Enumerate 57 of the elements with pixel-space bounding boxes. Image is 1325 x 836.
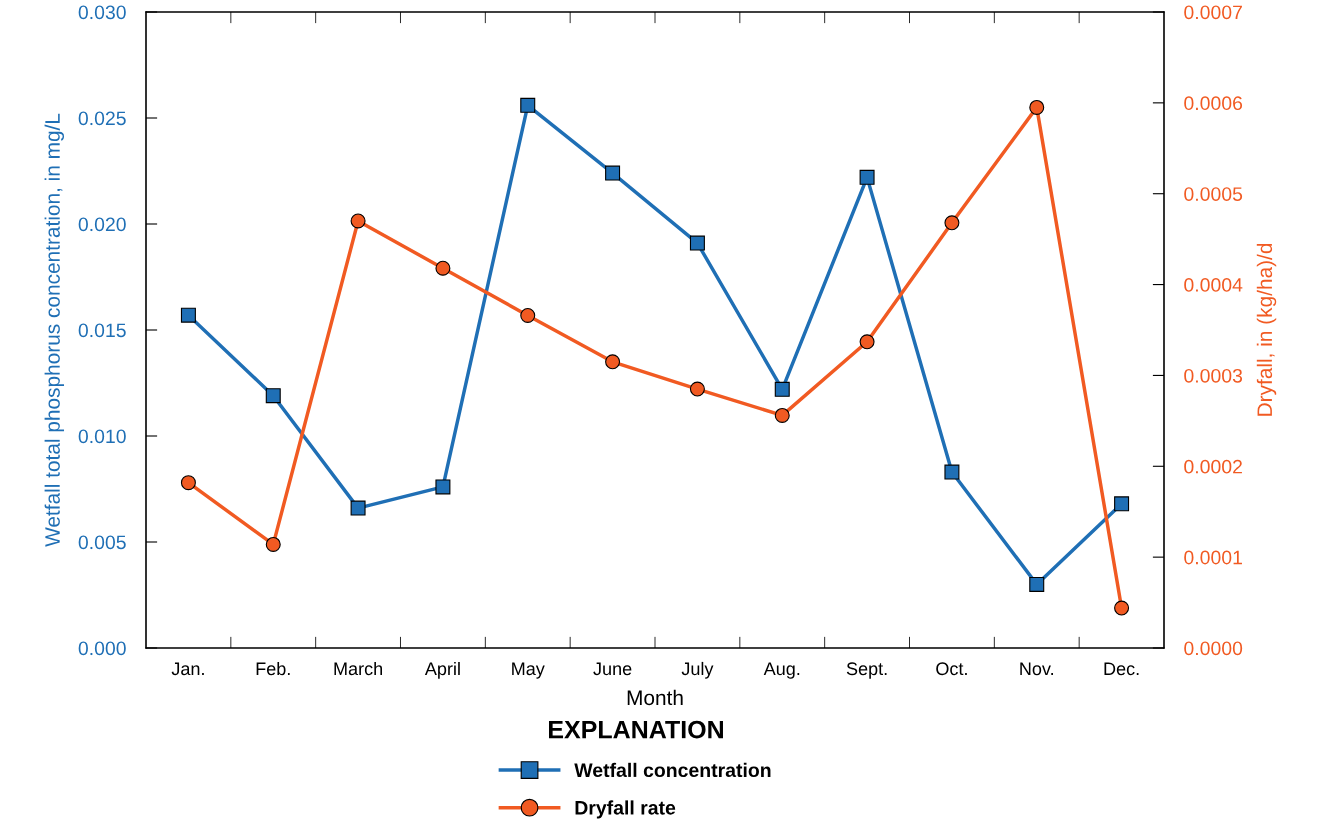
y2-tick-label: 0.0001 (1184, 550, 1242, 565)
point (350, 500, 366, 516)
x-tick-label: July (681, 661, 714, 679)
x-tick-label: Aug. (763, 662, 800, 679)
point (1029, 576, 1045, 592)
x-tick-label: Sept. (846, 662, 887, 679)
y-tick-label: 0.025 (78, 111, 126, 126)
y2-tick-label: 0.0005 (1184, 187, 1243, 201)
point (605, 165, 621, 181)
y-tick-label: 0.020 (78, 217, 126, 232)
point (689, 381, 705, 397)
point (859, 169, 875, 185)
y2-tick-label: 0.0007 (1184, 5, 1242, 20)
x-tick-label: May (512, 662, 545, 679)
x-axis-title: Month (627, 689, 683, 706)
point (435, 260, 451, 276)
point (180, 475, 196, 491)
point (774, 407, 790, 423)
point (435, 479, 451, 495)
x-tick-label: June (593, 662, 632, 676)
legend-title: EXPLANATION (549, 720, 723, 739)
y2-axis-title: Dryfall, in (kg/ha)/d (1256, 243, 1277, 416)
point (350, 213, 366, 229)
y2-tick-label: 0.0006 (1184, 96, 1243, 111)
x-tick-label: Oct. (936, 662, 967, 676)
x-tick-label: Nov. (1020, 662, 1053, 676)
point (520, 307, 536, 323)
x-tick-label: Feb. (256, 661, 290, 676)
legend-label: Dryfall rate (575, 800, 676, 819)
y2-tick-label: 0.0003 (1184, 368, 1243, 383)
x-tick-label: April (424, 661, 460, 679)
point (265, 388, 281, 404)
point (774, 381, 790, 397)
x-tick-label: March (334, 661, 382, 676)
point (605, 354, 621, 370)
point (944, 464, 960, 480)
point (1114, 600, 1130, 616)
y-axis-title: Wetfall total phosphorus concentration, in mg/L (44, 113, 65, 547)
point (1029, 99, 1045, 115)
point (520, 97, 536, 113)
y-tick-label: 0.010 (78, 429, 126, 444)
x-tick-label: Jan. (171, 662, 204, 676)
y2-tick-label: 0.0002 (1184, 459, 1242, 474)
y2-tick-label: 0.0000 (1184, 641, 1243, 656)
point (265, 536, 281, 552)
point (689, 235, 705, 251)
point (1114, 496, 1130, 512)
y-tick-label: 0.030 (78, 5, 126, 20)
point (944, 215, 960, 231)
x-tick-label: Dec. (1104, 662, 1139, 676)
legend-label: Wetfall concentration (574, 762, 771, 778)
point (180, 307, 196, 323)
y2-tick-label: 0.0004 (1184, 278, 1243, 292)
y-tick-label: 0.005 (78, 535, 126, 550)
y-tick-label: 0.015 (78, 323, 126, 338)
point (859, 334, 875, 350)
y-tick-label: 0.000 (78, 641, 126, 656)
